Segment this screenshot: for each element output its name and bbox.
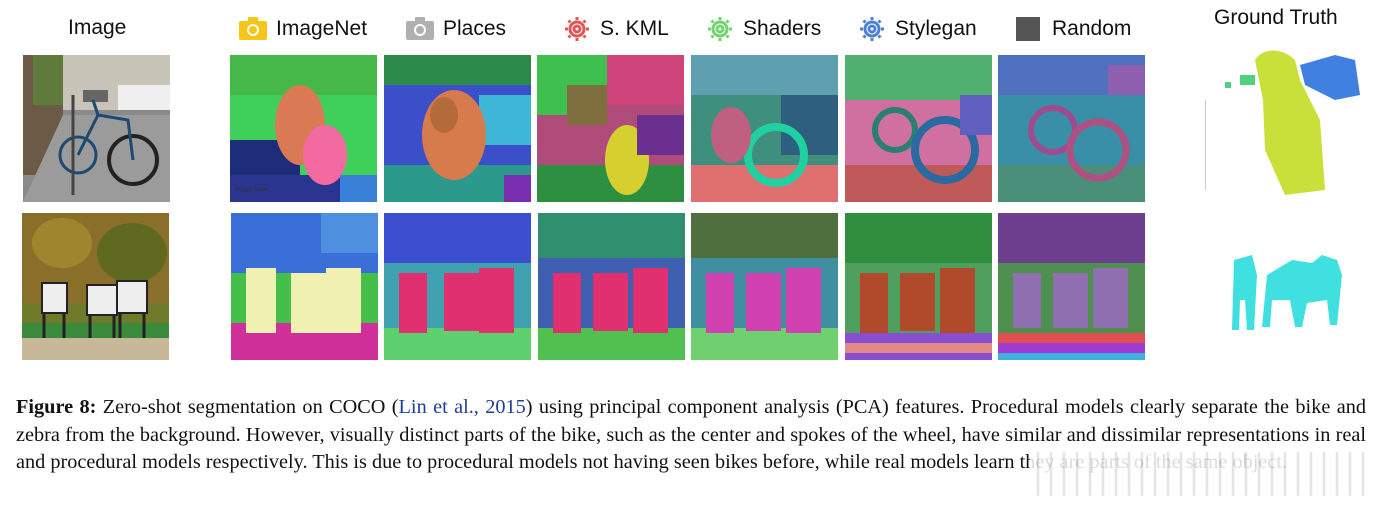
legend-label: ImageNet	[276, 17, 368, 40]
legend-label: Random	[1052, 17, 1132, 40]
scan-artifact	[1030, 452, 1370, 496]
legend-shaders: Shaders	[705, 14, 821, 44]
feature-map-stylegan-bike	[845, 55, 992, 202]
feature-map-stylegan-zebras	[845, 213, 992, 360]
feature-map-random-zebras	[998, 213, 1145, 360]
feature-map-places-zebras	[384, 213, 531, 360]
legend-label: Places	[443, 17, 507, 40]
tile-overlay-text: Image Scale	[235, 187, 269, 193]
citation-link[interactable]: Lin et al., 2015	[398, 396, 526, 418]
ground-truth-zebras	[1212, 215, 1367, 365]
input-image-bike	[23, 55, 170, 202]
feature-map-shaders-bike	[691, 55, 838, 202]
figure-label: Figure 8:	[16, 396, 97, 418]
feature-map-places-bike	[384, 55, 531, 202]
feature-map-random-bike	[998, 55, 1145, 202]
legend-label: Stylegan	[895, 17, 977, 40]
legend-stylegan: Stylegan	[857, 14, 977, 44]
ground-truth-bike	[1205, 40, 1360, 195]
figure-caption: Figure 8: Zero-shot segmentation on COCO…	[16, 394, 1366, 477]
legend-places: Places	[405, 14, 506, 44]
image-column-title: Image	[68, 16, 127, 39]
feature-map-shaders-zebras	[691, 213, 838, 360]
square-icon	[1016, 17, 1040, 41]
legend-skml: S. KML	[562, 14, 669, 44]
feature-map-skml-bike	[537, 55, 684, 202]
legend-label: Shaders	[743, 17, 822, 40]
input-image-zebras	[22, 213, 169, 360]
camera-icon	[239, 17, 267, 40]
legend-label: S. KML	[600, 17, 669, 40]
feature-map-imagenet-bike: Image Scale	[230, 55, 377, 202]
gear-icon	[708, 17, 732, 41]
gear-icon	[860, 17, 884, 41]
gear-icon	[565, 17, 589, 41]
feature-map-skml-zebras	[538, 213, 685, 360]
legend-imagenet: ImageNet	[238, 14, 367, 44]
caption-text-after-cite: ) using principal component analysis (PC…	[16, 396, 1366, 473]
camera-icon	[406, 17, 434, 40]
legend-random: Random	[1014, 14, 1131, 44]
caption-text-before-cite: Zero-shot segmentation on COCO (	[96, 396, 399, 418]
ground-truth-title: Ground Truth	[1214, 6, 1338, 29]
feature-map-imagenet-zebras	[231, 213, 378, 360]
